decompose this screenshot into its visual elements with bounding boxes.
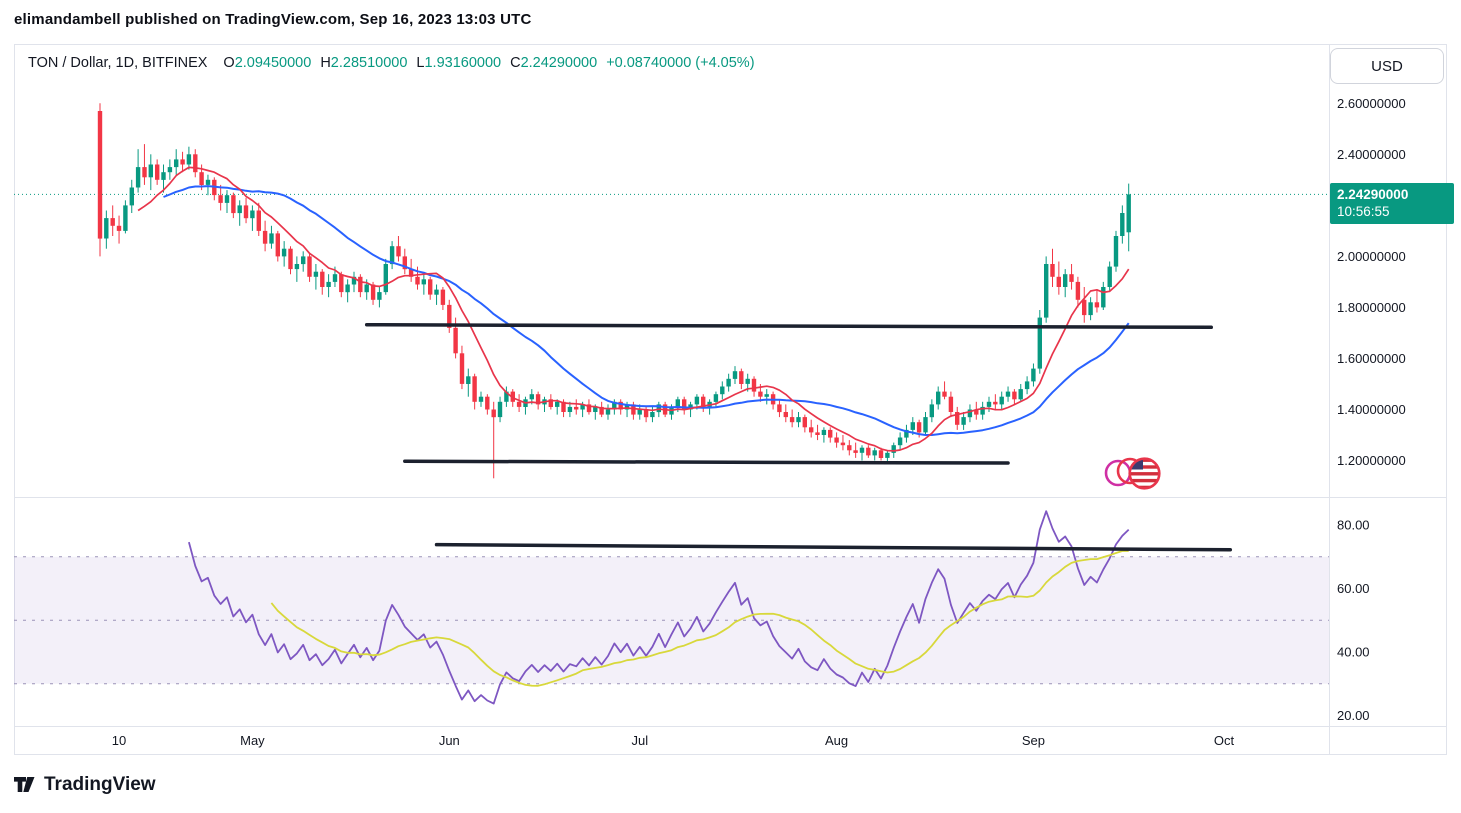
countdown-timer: 10:56:55 bbox=[1337, 204, 1390, 219]
rsi-axis-label: 20.00 bbox=[1337, 708, 1370, 723]
ohlc-high: H2.28510000 bbox=[320, 55, 408, 71]
price-axis-label: 2.00000000 bbox=[1337, 249, 1406, 264]
price-trendline[interactable] bbox=[364, 323, 1213, 330]
ohlc-close: C2.24290000 bbox=[510, 55, 598, 71]
time-axis-label: Oct bbox=[1214, 733, 1235, 748]
time-axis-label: 10 bbox=[112, 733, 126, 748]
price-axis-label: 2.60000000 bbox=[1337, 96, 1406, 111]
rsi-line bbox=[188, 510, 1130, 705]
chart-frame-border bbox=[14, 44, 1447, 755]
ma-slow-line bbox=[163, 185, 1130, 436]
price-axis-label: 2.40000000 bbox=[1337, 147, 1406, 162]
candles-layer bbox=[97, 103, 1131, 479]
ohlc-open: O2.09450000 bbox=[223, 55, 312, 71]
tradingview-logo[interactable]: TradingView bbox=[13, 773, 156, 796]
price-axis-label: 1.40000000 bbox=[1337, 402, 1406, 417]
time-axis-label: Sep bbox=[1022, 733, 1045, 748]
time-axis-label: Jul bbox=[631, 733, 648, 748]
price-axis-label: 1.20000000 bbox=[1337, 453, 1406, 468]
us-flag-icon bbox=[1128, 457, 1161, 490]
last-price-value: 2.24290000 bbox=[1337, 187, 1409, 202]
time-axis-label: Jun bbox=[439, 733, 460, 748]
rsi-axis-label: 40.00 bbox=[1337, 645, 1370, 660]
chart-legend[interactable]: TON / Dollar, 1D, BITFINEX O2.09450000 H… bbox=[28, 55, 755, 71]
tradingview-mark-icon bbox=[14, 777, 35, 792]
last-price-badge: 2.24290000 10:56:55 bbox=[1330, 183, 1454, 224]
ma-fast-line bbox=[137, 166, 1130, 452]
price-axis-label: 1.60000000 bbox=[1337, 351, 1406, 366]
time-axis-label: Aug bbox=[825, 733, 848, 748]
ohlc-low: L1.93160000 bbox=[416, 55, 502, 71]
rsi-trendline[interactable] bbox=[434, 542, 1233, 552]
time-axis-label: May bbox=[240, 733, 265, 748]
price-trendline[interactable] bbox=[403, 459, 1010, 465]
tradingview-logo-text: TradingView bbox=[44, 773, 156, 795]
rsi-signal-line bbox=[270, 550, 1129, 687]
symbol-title[interactable]: TON / Dollar, 1D, BITFINEX bbox=[28, 55, 208, 71]
price-axis-label: 1.80000000 bbox=[1337, 300, 1406, 315]
rsi-axis-label: 80.00 bbox=[1337, 518, 1370, 533]
rsi-axis-label: 60.00 bbox=[1337, 581, 1370, 596]
change-value: +0.08740000 (+4.05%) bbox=[606, 55, 755, 71]
currency-button[interactable]: USD bbox=[1330, 48, 1444, 84]
publish-header: elimandambell published on TradingView.c… bbox=[14, 11, 532, 28]
